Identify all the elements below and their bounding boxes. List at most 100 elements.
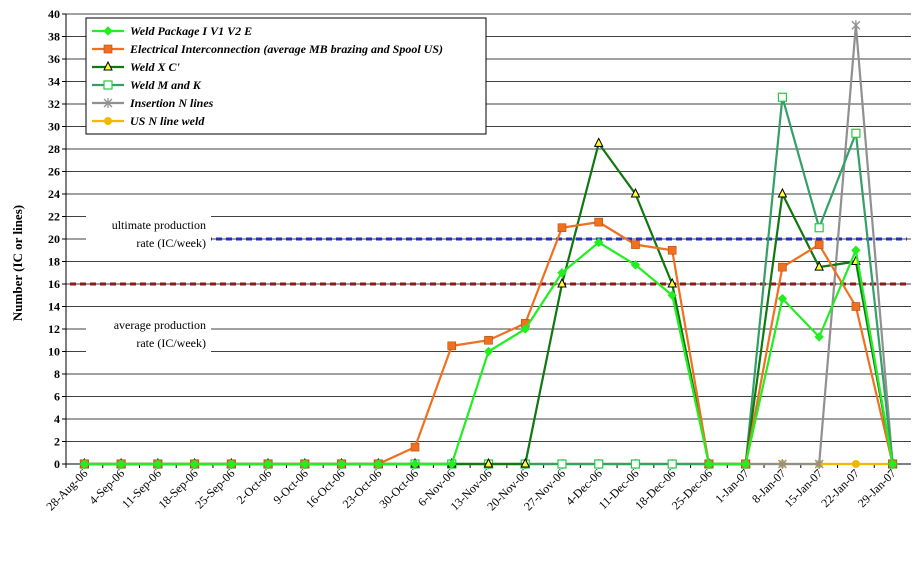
data-point: [263, 459, 273, 469]
y-tick-label: 32: [48, 97, 60, 111]
data-point: [79, 459, 90, 469]
ultimate-annotation-bg: [86, 216, 211, 252]
legend-label: US N line weld: [130, 114, 205, 128]
data-point: [520, 324, 530, 334]
y-tick-label: 18: [48, 255, 60, 269]
data-point: [777, 92, 788, 102]
data-point: [667, 277, 678, 288]
data-point: [814, 332, 824, 342]
series-group: [79, 20, 898, 469]
legend-box: [85, 17, 487, 135]
x-tick-label: 23-Oct-06: [340, 466, 385, 511]
data-point: [594, 237, 604, 248]
data-point: [814, 223, 824, 233]
legend-label: Weld M and K: [130, 78, 202, 92]
x-tick-label: 16-Oct-06: [303, 466, 348, 511]
data-point: [594, 459, 604, 469]
x-tick-label: 22-Jan-07: [818, 466, 862, 510]
data-point: [667, 459, 677, 469]
y-tick-label: 4: [54, 412, 60, 426]
ultimate-annotation-line1: ultimate production: [112, 218, 206, 232]
data-point: [153, 459, 163, 469]
x-tick-labels: 28-Aug-064-Sep-0611-Sep-0618-Sep-0625-Se…: [43, 466, 898, 513]
y-tick-label: 14: [48, 300, 60, 314]
y-tick-label: 2: [54, 435, 60, 449]
y-tick-label: 12: [48, 322, 60, 336]
data-point: [851, 245, 861, 255]
data-point: [851, 128, 861, 138]
y-tick-label: 8: [54, 367, 60, 381]
legend-swatch-marker: [103, 26, 113, 36]
data-point: [667, 245, 677, 255]
data-point: [814, 240, 824, 249]
data-point: [557, 277, 567, 288]
x-tick-label: 29-Jan-07: [855, 466, 899, 510]
data-point: [373, 459, 383, 469]
data-point: [740, 459, 751, 469]
series-line: [84, 142, 894, 466]
data-point: [116, 459, 126, 469]
y-tick-label: 36: [48, 52, 60, 66]
data-point: [777, 187, 788, 198]
data-point: [300, 459, 310, 469]
data-point: [851, 302, 861, 311]
data-point: [336, 459, 347, 469]
y-tick-label: 0: [54, 457, 60, 471]
legend-swatch-marker: [104, 117, 112, 125]
data-point: [631, 240, 640, 249]
y-tick-label: 20: [48, 232, 60, 246]
data-point: [447, 341, 457, 351]
data-point: [777, 293, 788, 304]
data-point: [557, 223, 567, 233]
data-point: [557, 459, 567, 469]
y-tick-label: 28: [48, 142, 60, 156]
y-tick-label: 30: [48, 120, 60, 134]
data-point: [630, 260, 641, 270]
series-0: [79, 237, 898, 469]
data-point: [557, 268, 567, 278]
data-point: [630, 187, 641, 198]
data-point: [484, 335, 493, 345]
data-point: [410, 442, 420, 452]
average-annotation-line2: rate (IC/week): [136, 336, 206, 350]
data-point: [189, 459, 200, 469]
data-point: [851, 460, 860, 468]
y-axis-label: Number (IC or lines): [10, 205, 25, 321]
data-point: [630, 459, 641, 469]
average-annotation-line1: average production: [114, 318, 206, 332]
y-tick-label: 38: [48, 30, 60, 44]
legend-label: Weld Package I V1 V2 E: [130, 24, 252, 38]
legend-swatch-marker: [103, 44, 113, 54]
legend-label: Electrical Interconnection (average MB b…: [129, 42, 443, 56]
series-3: [79, 92, 898, 469]
y-tick-label: 22: [48, 210, 60, 224]
legend-swatch-marker: [103, 98, 113, 108]
x-tick-label: 2-Oct-06: [234, 466, 275, 507]
x-tick-label: 28-Aug-06: [43, 466, 90, 513]
x-tick-label: 15-Jan-07: [781, 466, 825, 510]
data-point: [778, 262, 787, 272]
data-point: [667, 290, 677, 300]
data-point: [593, 137, 604, 147]
y-tick-label: 40: [48, 7, 60, 21]
ultimate-annotation-line2: rate (IC/week): [136, 236, 206, 250]
y-tick-label: 16: [48, 277, 60, 291]
y-tick-label: 34: [48, 75, 60, 89]
data-point: [594, 217, 604, 227]
x-tick-label: 1-Jan-07: [712, 466, 752, 506]
legend-label: Weld X C': [130, 60, 180, 74]
legend: Weld Package I V1 V2 E Electrical Interco…: [85, 17, 487, 135]
data-point: [851, 20, 861, 31]
average-annotation-bg: [86, 317, 211, 353]
x-tick-label: 25-Sep-06: [192, 466, 237, 511]
data-point: [887, 459, 898, 469]
y-tick-label: 26: [48, 165, 60, 179]
data-point: [814, 459, 824, 469]
data-point: [447, 459, 457, 469]
x-tick-label: 25-Dec-06: [669, 466, 715, 512]
y-tick-label: 24: [48, 187, 60, 201]
data-point: [704, 459, 714, 469]
y-tick-label: 10: [48, 345, 60, 359]
